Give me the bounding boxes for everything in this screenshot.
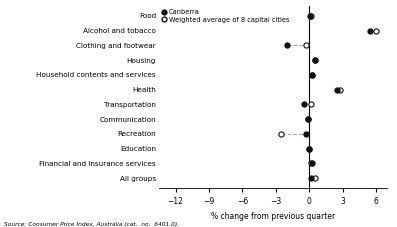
Text: Source: Consumer Price Index, Australia (cat.  no.  6401.0).: Source: Consumer Price Index, Australia … [4, 222, 179, 227]
Point [305, 117, 311, 121]
Point [303, 44, 309, 47]
Point [312, 176, 318, 180]
Point [312, 58, 318, 62]
Point [309, 162, 316, 165]
Point [367, 29, 374, 32]
Point [278, 132, 285, 136]
Point [309, 73, 316, 77]
Point [306, 147, 312, 151]
Point [308, 176, 314, 180]
Point [307, 14, 313, 18]
Point [301, 103, 307, 106]
Point [334, 88, 340, 91]
Point [306, 147, 312, 151]
Point [312, 58, 318, 62]
Point [303, 132, 309, 136]
X-axis label: % change from previous quarter: % change from previous quarter [211, 212, 335, 221]
Point [308, 14, 314, 18]
Point [337, 88, 343, 91]
Legend: Canberra, Weighted average of 8 capital cities: Canberra, Weighted average of 8 capital … [162, 9, 289, 23]
Point [308, 162, 314, 165]
Point [308, 103, 314, 106]
Point [373, 29, 379, 32]
Point [284, 44, 290, 47]
Point [309, 73, 316, 77]
Point [305, 117, 311, 121]
